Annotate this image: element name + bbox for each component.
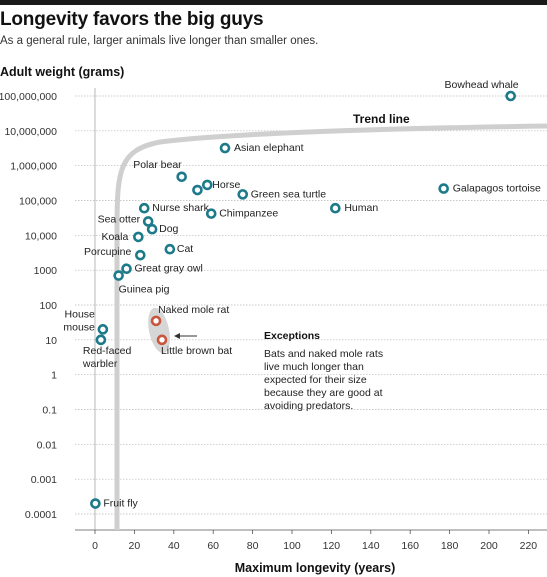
point-label: House mouse <box>63 308 95 333</box>
point-label: Horse <box>212 179 240 191</box>
point-label: Sea otter <box>98 213 141 225</box>
annotation-text-line: Bats and naked mole rats <box>264 348 383 360</box>
x-tick-label: 140 <box>362 540 380 552</box>
data-point <box>133 231 144 243</box>
y-tick-label: 100,000 <box>19 196 57 208</box>
annotation-text-line: live much longer than <box>264 361 364 373</box>
x-tick-label: 120 <box>323 540 341 552</box>
point-label: Koala <box>101 231 128 243</box>
annotation-text-line: because they are good at <box>264 387 383 399</box>
y-tick-label: 0.001 <box>31 474 57 486</box>
data-point <box>330 202 341 214</box>
y-tick-label: 1,000,000 <box>10 161 57 173</box>
data-point <box>505 90 516 102</box>
x-tick-label: 100 <box>283 540 301 552</box>
data-point <box>142 216 154 227</box>
page-subtitle: As a general rule, larger animals live l… <box>0 35 319 47</box>
data-point <box>121 263 132 275</box>
y-axis-label: Adult weight (grams) <box>0 65 124 79</box>
x-tick-label: 80 <box>247 540 259 552</box>
page-title: Longevity favors the big guys <box>0 9 264 30</box>
data-point <box>201 179 213 191</box>
data-point <box>146 223 158 235</box>
y-tick-label: 1 <box>51 370 57 382</box>
annotation-title: Exceptions <box>264 330 320 342</box>
y-tick-label: 10 <box>45 335 57 347</box>
data-point <box>219 142 231 154</box>
x-tick-label: 220 <box>520 540 538 552</box>
x-tick-label: 0 <box>92 540 98 552</box>
point-label: Cat <box>177 243 193 255</box>
data-point <box>176 171 187 183</box>
point-label: Nurse shark <box>152 202 209 214</box>
data-point <box>156 334 168 346</box>
annotation-text-line: avoiding predators. <box>264 400 353 412</box>
point-label: Galapagos tortoise <box>453 183 541 195</box>
x-tick-label: 160 <box>401 540 419 552</box>
x-axis-label: Maximum longevity (years) <box>235 561 395 575</box>
data-point <box>150 315 162 327</box>
point-label: Guinea pig <box>119 284 170 296</box>
data-point <box>164 243 176 255</box>
point-label: Human <box>344 202 378 214</box>
top-rule <box>0 0 547 5</box>
point-label: Chimpanzee <box>219 208 278 220</box>
x-tick-label: 60 <box>207 540 219 552</box>
data-point <box>135 249 146 261</box>
point-label: Porcupine <box>84 246 131 258</box>
data-point <box>205 208 217 219</box>
point-label: Dog <box>159 223 178 235</box>
point-label: Bowhead whale <box>445 79 519 91</box>
point-label: Asian elephant <box>234 142 304 154</box>
point-label: Green sea turtle <box>251 188 326 200</box>
x-tick-label: 200 <box>480 540 498 552</box>
y-tick-label: 0.0001 <box>25 509 57 521</box>
trend-line <box>114 123 547 530</box>
annotation-text-line: expected for their size <box>264 374 367 386</box>
data-point <box>138 202 150 214</box>
data-point <box>90 498 101 509</box>
x-tick-label: 20 <box>129 540 141 552</box>
data-point <box>438 183 449 194</box>
annotation-arrowhead <box>174 333 180 339</box>
point-label: Little brown bat <box>161 345 232 357</box>
point-label: Polar bear <box>133 159 182 171</box>
point-label: Great gray owl <box>135 263 203 275</box>
data-point <box>97 324 109 335</box>
data-point <box>192 184 203 196</box>
y-tick-label: 100,000,000 <box>0 91 57 103</box>
data-point <box>237 189 249 200</box>
point-label: Red-faced warbler <box>82 345 132 370</box>
x-tick-label: 40 <box>168 540 180 552</box>
x-tick-label: 180 <box>441 540 459 552</box>
y-tick-label: 0.1 <box>42 405 57 417</box>
point-label: Naked mole rat <box>158 304 229 316</box>
data-point <box>113 270 124 281</box>
y-tick-label: 1000 <box>34 265 58 277</box>
point-label: Fruit fly <box>103 498 138 510</box>
data-point <box>95 334 107 346</box>
y-tick-label: 10,000 <box>25 230 57 242</box>
y-tick-label: 10,000,000 <box>4 126 57 138</box>
y-tick-label: 0.01 <box>37 439 58 451</box>
y-tick-label: 100 <box>39 300 57 312</box>
trend-line-label: Trend line <box>353 112 410 126</box>
